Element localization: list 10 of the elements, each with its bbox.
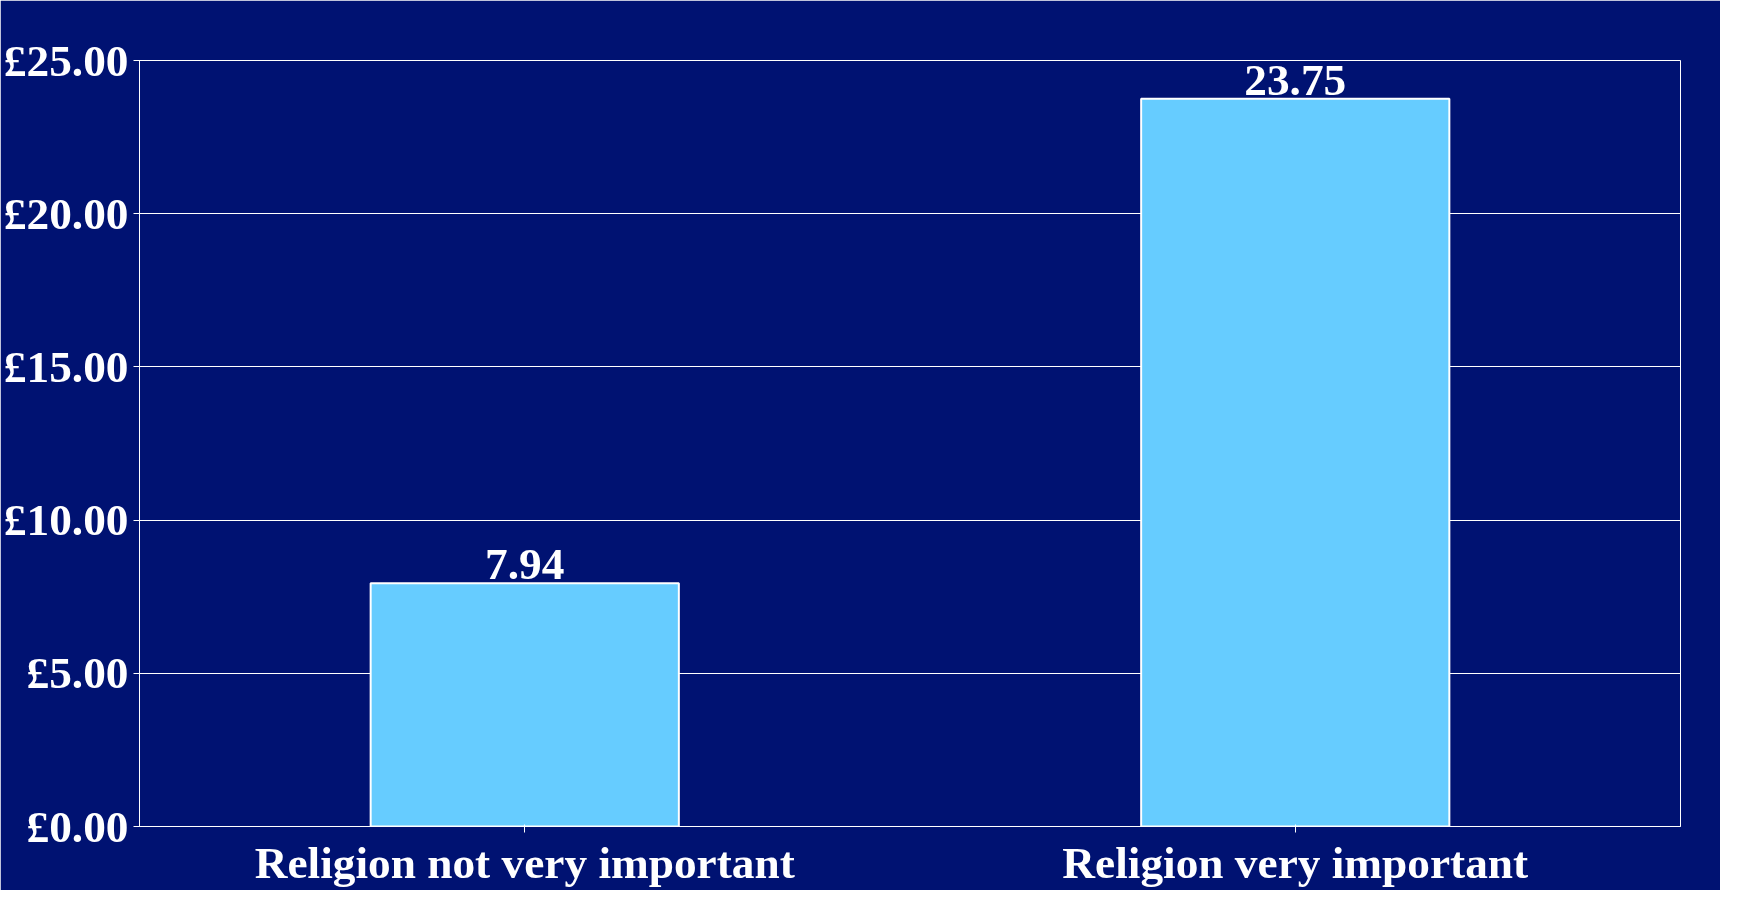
y-tick-label: £25.00	[3, 35, 129, 86]
y-tick-label: £0.00	[26, 801, 129, 852]
y-tick-label: £15.00	[3, 341, 129, 392]
y-tick-label: £10.00	[3, 495, 129, 546]
x-tick-label: Religion very important	[1062, 837, 1529, 888]
x-tick-label: Religion not very important	[254, 837, 795, 888]
y-tick-label: £20.00	[3, 188, 129, 239]
y-tick-label: £5.00	[26, 648, 129, 699]
data-label: 23.75	[1244, 54, 1347, 105]
data-label: 7.94	[485, 539, 565, 590]
